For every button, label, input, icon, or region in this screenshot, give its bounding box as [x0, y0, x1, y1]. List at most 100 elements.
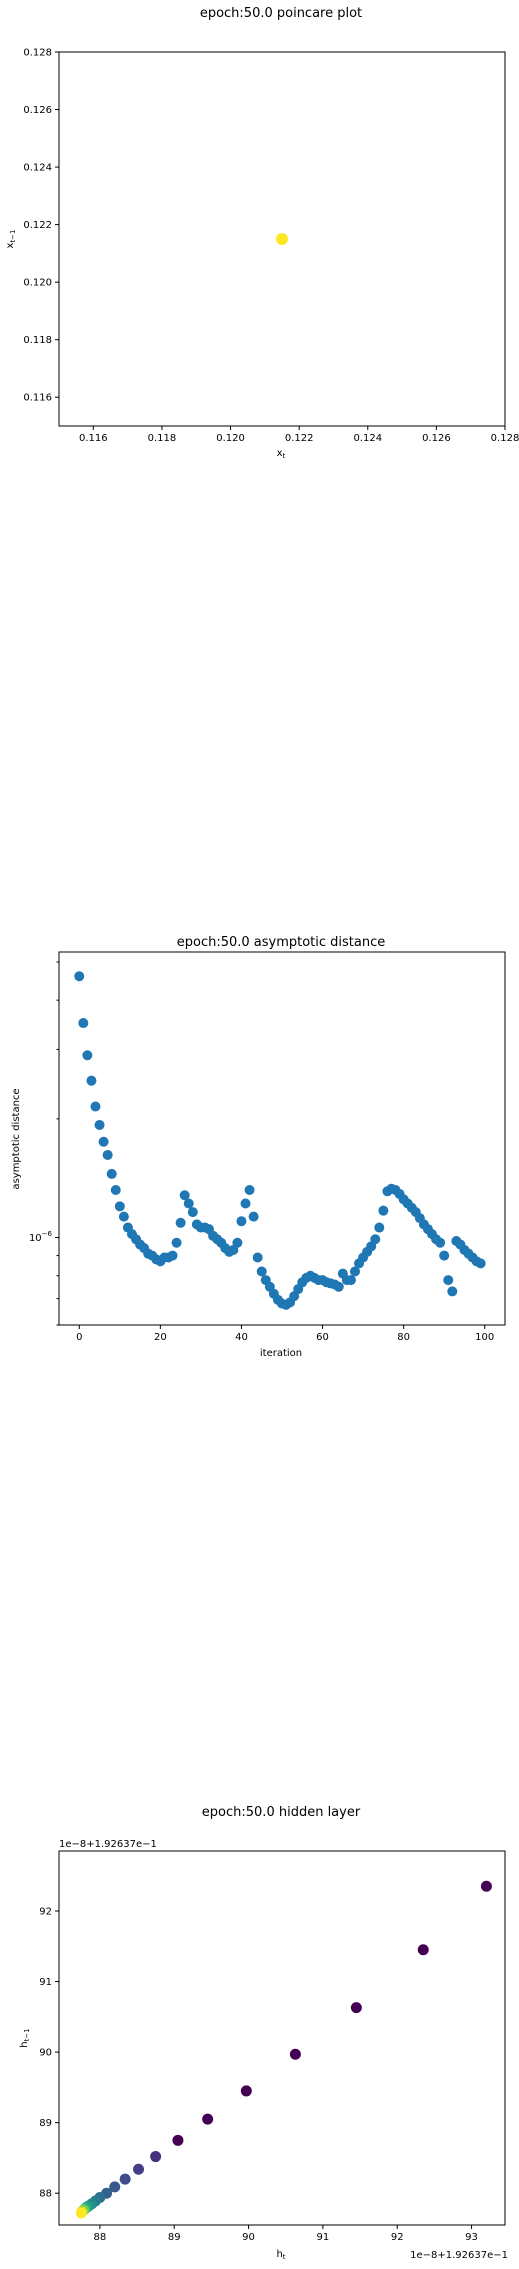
asymptotic-point: [252, 1252, 263, 1263]
asymptotic-point: [74, 971, 85, 982]
hidden-x-tick-label: 93: [465, 2232, 478, 2243]
asymptotic-point: [78, 1018, 89, 1029]
poincare-y-tick-label: 0.120: [23, 278, 52, 289]
hidden-y-tick-label: 89: [39, 2118, 52, 2129]
hidden-x-tick-label: 88: [94, 2232, 107, 2243]
poincare-y-tick-label: 0.118: [23, 335, 52, 346]
asymptotic-point: [175, 1217, 186, 1228]
hidden-point: [350, 2002, 362, 2014]
hidden-y-offset-label: 1e−8+1.92637e−1: [59, 1839, 157, 1850]
asymptotic-x-label: iteration: [260, 1348, 302, 1359]
asymptotic-point: [114, 1201, 125, 1212]
asymptotic-point: [248, 1211, 259, 1222]
poincare-x-tick-label: 0.122: [285, 433, 314, 444]
asymptotic-point: [86, 1075, 97, 1086]
asymptotic-point: [370, 1234, 381, 1245]
hidden-y-tick-label: 91: [39, 1977, 52, 1988]
poincare-x-ticks: 0.116 0.118 0.120 0.122 0.124 0.126 0.128: [79, 426, 519, 444]
asymptotic-point: [345, 1275, 356, 1286]
asymptotic-x-tick-label: 40: [235, 1332, 248, 1343]
asymptotic-point: [236, 1216, 247, 1227]
hidden-point: [133, 2163, 145, 2175]
hidden-point: [289, 2048, 301, 2060]
hidden-y-tick-label: 92: [39, 1906, 52, 1917]
hidden-point: [417, 1944, 429, 1956]
poincare-x-tick-label: 0.126: [422, 433, 451, 444]
poincare-points: [276, 233, 288, 245]
hidden-point: [109, 2181, 121, 2193]
asymptotic-y-label: asymptotic distance: [11, 1088, 22, 1189]
asymptotic-x-ticks: 0 20 40 60 80 100: [76, 1325, 494, 1343]
poincare-x-tick-label: 0.124: [353, 433, 382, 444]
asymptotic-x-tick-label: 20: [154, 1332, 167, 1343]
poincare-y-tick-label: 0.124: [23, 163, 52, 174]
asymptotic-point: [183, 1198, 194, 1209]
poincare-title: epoch:50.0 poincare plot: [200, 6, 362, 21]
hidden-y-label: ht−1: [19, 2028, 31, 2047]
poincare-y-tick-label: 0.128: [23, 48, 52, 59]
asymptotic-point: [333, 1281, 344, 1292]
asymptotic-point: [443, 1275, 454, 1286]
hidden-point: [240, 2085, 252, 2097]
hidden-y-tick-label: 90: [39, 2048, 52, 2059]
poincare-x-tick-label: 0.116: [79, 433, 108, 444]
hidden-point: [480, 1880, 492, 1892]
asymptotic-point: [102, 1149, 113, 1160]
asymptotic-point: [110, 1185, 121, 1196]
hidden-x-tick-label: 92: [391, 2232, 404, 2243]
poincare-chart: epoch:50.0 poincare plot 0.116 0.118 0.120…: [5, 6, 519, 460]
hidden-x-tick-label: 91: [317, 2232, 330, 2243]
asymptotic-y-ticks: 10−6: [29, 961, 59, 1326]
hidden-plot-area: [58, 1850, 506, 2226]
hidden-point: [119, 2173, 131, 2185]
asymptotic-title: epoch:50.0 asymptotic distance: [177, 935, 386, 950]
asymptotic-point: [439, 1250, 450, 1261]
asymptotic-point: [118, 1211, 129, 1222]
hidden-x-tick-label: 90: [242, 2232, 255, 2243]
poincare-x-tick-label: 0.118: [148, 433, 177, 444]
poincare-y-tick-label: 0.116: [23, 393, 52, 404]
poincare-y-tick-label: 0.126: [23, 105, 52, 116]
asymptotic-point: [244, 1185, 255, 1196]
asymptotic-point: [435, 1237, 446, 1248]
hidden-y-tick-label: 88: [39, 2189, 52, 2200]
asymptotic-point: [240, 1198, 251, 1209]
asymptotic-point: [475, 1258, 486, 1269]
poincare-y-tick-label: 0.122: [23, 220, 52, 231]
hidden-title: epoch:50.0 hidden layer: [202, 1805, 361, 1820]
hidden-point: [202, 2113, 214, 2125]
asymptotic-chart: epoch:50.0 asymptotic distance 0 20 40 60 80…: [11, 935, 506, 1359]
asymptotic-x-tick-label: 0: [76, 1332, 82, 1343]
hidden-chart: epoch:50.0 hidden layer 1e−8+1.92637e−1 …: [19, 1805, 508, 2261]
asymptotic-point: [106, 1168, 117, 1179]
asymptotic-point: [94, 1119, 105, 1130]
poincare-y-ticks: 0.116 0.118 0.120 0.122 0.124 0.126 0.128: [23, 48, 59, 404]
poincare-y-label: xt−1: [5, 230, 17, 249]
asymptotic-point: [447, 1286, 458, 1297]
asymptotic-point: [187, 1207, 198, 1218]
poincare-x-label: xt: [277, 448, 286, 460]
poincare-point: [276, 233, 288, 245]
asymptotic-point: [256, 1266, 267, 1277]
asymptotic-point: [378, 1205, 389, 1216]
hidden-point: [75, 2207, 87, 2219]
hidden-x-label: ht: [276, 2249, 285, 2261]
poincare-x-tick-label: 0.120: [216, 433, 245, 444]
asymptotic-y-tick-label: 10−6: [29, 1230, 53, 1244]
asymptotic-x-tick-label: 60: [316, 1332, 329, 1343]
poincare-x-tick-label: 0.128: [491, 433, 519, 444]
hidden-points: [75, 1880, 492, 2219]
asymptotic-point: [90, 1101, 101, 1112]
hidden-x-tick-label: 89: [168, 2232, 181, 2243]
hidden-point: [150, 2151, 162, 2163]
hidden-x-ticks: 88 89 90 91 92 93: [94, 2225, 478, 2243]
hidden-x-offset-label: 1e−8+1.92637e−1: [410, 2250, 508, 2261]
asymptotic-point: [82, 1050, 93, 1061]
asymptotic-point: [171, 1237, 182, 1248]
asymptotic-points: [74, 971, 486, 1310]
hidden-point: [172, 2134, 184, 2146]
poincare-plot-area: [58, 51, 506, 427]
asymptotic-x-tick-label: 80: [397, 1332, 410, 1343]
asymptotic-point: [349, 1266, 360, 1277]
